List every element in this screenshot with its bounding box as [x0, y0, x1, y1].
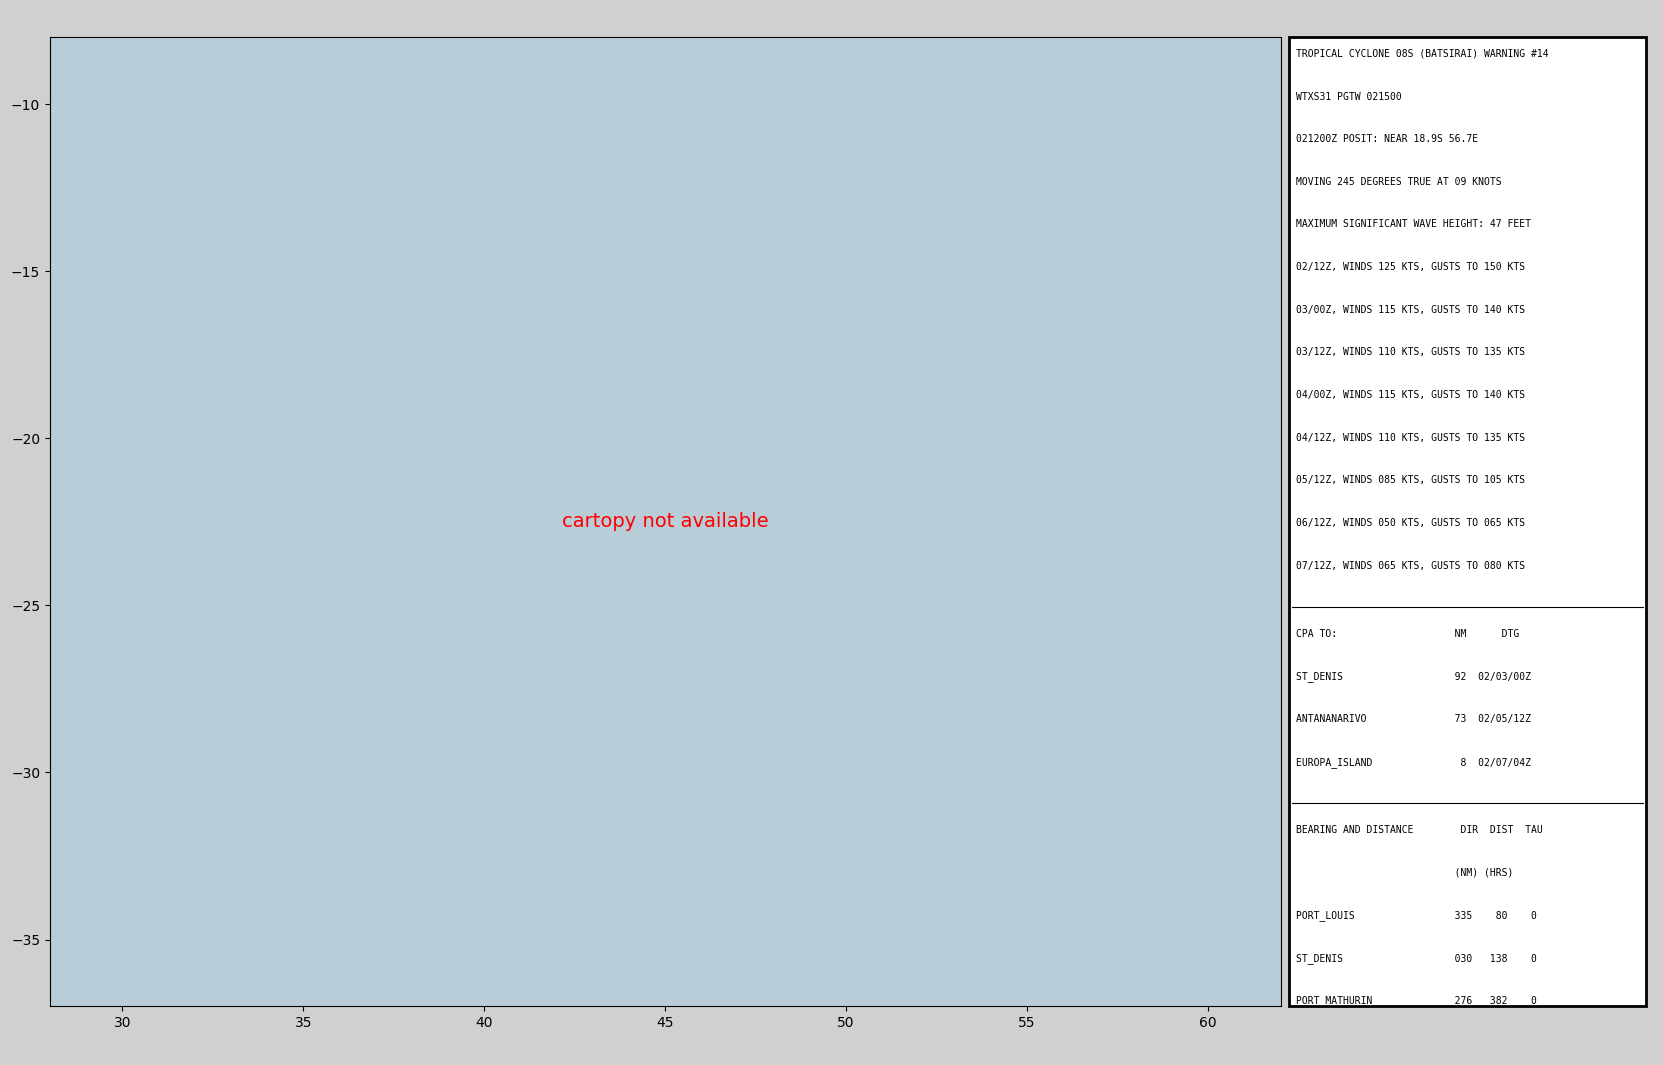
Text: 07/12Z, WINDS 065 KTS, GUSTS TO 080 KTS: 07/12Z, WINDS 065 KTS, GUSTS TO 080 KTS — [1295, 560, 1525, 571]
Text: PORT_LOUIS                 335    80    0: PORT_LOUIS 335 80 0 — [1295, 911, 1537, 921]
Text: BEARING AND DISTANCE        DIR  DIST  TAU: BEARING AND DISTANCE DIR DIST TAU — [1295, 825, 1543, 835]
Text: 04/12Z, WINDS 110 KTS, GUSTS TO 135 KTS: 04/12Z, WINDS 110 KTS, GUSTS TO 135 KTS — [1295, 432, 1525, 443]
Text: MOVING 245 DEGREES TRUE AT 09 KNOTS: MOVING 245 DEGREES TRUE AT 09 KNOTS — [1295, 177, 1502, 186]
Text: 06/12Z, WINDS 050 KTS, GUSTS TO 065 KTS: 06/12Z, WINDS 050 KTS, GUSTS TO 065 KTS — [1295, 518, 1525, 528]
Text: PORT_MATHURIN              276   382    0: PORT_MATHURIN 276 382 0 — [1295, 996, 1537, 1006]
Text: 05/12Z, WINDS 085 KTS, GUSTS TO 105 KTS: 05/12Z, WINDS 085 KTS, GUSTS TO 105 KTS — [1295, 475, 1525, 486]
Text: MAXIMUM SIGNIFICANT WAVE HEIGHT: 47 FEET: MAXIMUM SIGNIFICANT WAVE HEIGHT: 47 FEET — [1295, 219, 1532, 229]
Text: cartopy not available: cartopy not available — [562, 512, 768, 531]
Text: 03/12Z, WINDS 110 KTS, GUSTS TO 135 KTS: 03/12Z, WINDS 110 KTS, GUSTS TO 135 KTS — [1295, 347, 1525, 358]
Text: TROPICAL CYCLONE 08S (BATSIRAI) WARNING #14: TROPICAL CYCLONE 08S (BATSIRAI) WARNING … — [1295, 49, 1548, 59]
FancyBboxPatch shape — [1289, 37, 1646, 1006]
Text: 03/00Z, WINDS 115 KTS, GUSTS TO 140 KTS: 03/00Z, WINDS 115 KTS, GUSTS TO 140 KTS — [1295, 305, 1525, 315]
Text: 021200Z POSIT: NEAR 18.9S 56.7E: 021200Z POSIT: NEAR 18.9S 56.7E — [1295, 134, 1478, 144]
Circle shape — [1507, 1047, 1628, 1065]
Text: ST_DENIS                   92  02/03/00Z: ST_DENIS 92 02/03/00Z — [1295, 672, 1532, 683]
Text: WTXS31 PGTW 021500: WTXS31 PGTW 021500 — [1295, 92, 1402, 101]
Text: ANTANANARIVO               73  02/05/12Z: ANTANANARIVO 73 02/05/12Z — [1295, 715, 1532, 724]
Text: 04/00Z, WINDS 115 KTS, GUSTS TO 140 KTS: 04/00Z, WINDS 115 KTS, GUSTS TO 140 KTS — [1295, 390, 1525, 400]
Text: ST_DENIS                   030   138    0: ST_DENIS 030 138 0 — [1295, 953, 1537, 964]
Text: EUROPA_ISLAND               8  02/07/04Z: EUROPA_ISLAND 8 02/07/04Z — [1295, 757, 1532, 768]
Text: 02/12Z, WINDS 125 KTS, GUSTS TO 150 KTS: 02/12Z, WINDS 125 KTS, GUSTS TO 150 KTS — [1295, 262, 1525, 273]
Text: (NM) (HRS): (NM) (HRS) — [1295, 868, 1513, 878]
Text: CPA TO:                    NM      DTG: CPA TO: NM DTG — [1295, 628, 1520, 639]
